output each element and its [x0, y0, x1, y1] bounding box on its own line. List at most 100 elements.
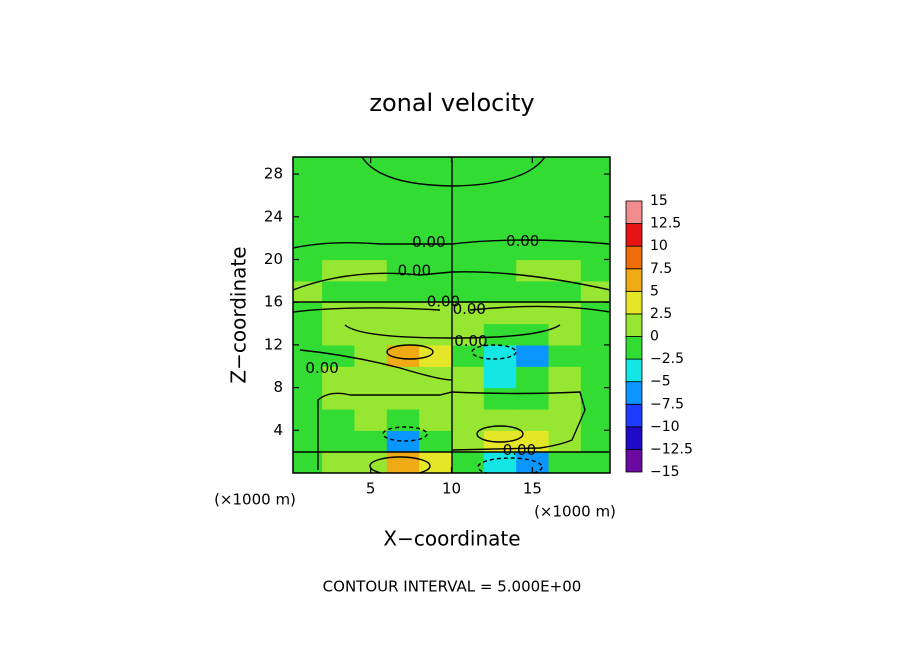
field-cell — [483, 408, 517, 431]
field-cell — [322, 238, 356, 261]
field-cell — [580, 280, 610, 303]
colorbar-label: −7.5 — [650, 396, 684, 412]
colorbar-box — [625, 268, 643, 292]
field-cell — [386, 344, 420, 367]
colorbar-label: −15 — [650, 464, 680, 480]
field-cell — [322, 174, 356, 197]
contour-label: 0.00 — [305, 359, 338, 377]
field-cell — [419, 216, 453, 239]
colorbar-box — [625, 223, 643, 247]
field-cell — [580, 157, 610, 175]
field-cell — [483, 387, 517, 410]
x-axis-title: X−coordinate — [383, 527, 520, 551]
field-cell — [516, 430, 550, 453]
contour-label: 0.00 — [398, 262, 431, 280]
field-cell — [516, 157, 550, 175]
x-unit-label: (×1000 m) — [214, 491, 296, 509]
field-cell — [451, 430, 485, 453]
y-tick-label: 12 — [264, 335, 283, 353]
field-cell — [516, 195, 550, 218]
contour-lines — [293, 157, 610, 473]
field-cell — [516, 387, 550, 410]
field-cell — [451, 408, 485, 431]
field-cell — [419, 157, 453, 175]
field-cell — [451, 344, 485, 367]
field-cell — [580, 408, 610, 431]
field-cell — [293, 408, 323, 431]
field-cell — [516, 408, 550, 431]
field-cell — [293, 302, 323, 325]
field-cell — [322, 387, 356, 410]
field-cell — [580, 259, 610, 282]
contour-labels: 0.00 0.000.000.000.000.000.000.00 — [305, 232, 539, 459]
field-cell — [483, 366, 517, 389]
field-cell — [354, 238, 388, 261]
colorbar-label: 5 — [650, 283, 659, 299]
field-cell — [483, 280, 517, 303]
y-tick-label: 16 — [264, 293, 283, 311]
colorbar-box — [625, 200, 643, 224]
field-cell — [419, 280, 453, 303]
field-cell — [419, 408, 453, 431]
field-cell — [548, 216, 582, 239]
field-cell — [580, 387, 610, 410]
colorbar-label: −5 — [650, 374, 671, 390]
x-unit-label: (×1000 m) — [534, 503, 616, 521]
field-cell — [483, 344, 517, 367]
field-cell — [386, 157, 420, 175]
field-cell — [451, 216, 485, 239]
field-cell — [548, 238, 582, 261]
field-cell — [419, 430, 453, 453]
field-cell — [293, 259, 323, 282]
field-cell — [580, 430, 610, 453]
field-cell — [322, 280, 356, 303]
chart-title: zonal velocity — [369, 89, 534, 117]
field-cell — [580, 451, 610, 473]
field-cell — [322, 451, 356, 473]
colorbar-label: 2.5 — [650, 306, 672, 322]
field-cell — [354, 216, 388, 239]
field-cell — [322, 195, 356, 218]
field-cell — [548, 280, 582, 303]
contour-label: 0.00 — [503, 441, 536, 459]
field-cell — [386, 451, 420, 473]
field-cell — [580, 195, 610, 218]
field-cell — [483, 216, 517, 239]
field-cell — [354, 344, 388, 367]
field-cell — [580, 302, 610, 325]
field-cell — [451, 387, 485, 410]
y-tick-label: 20 — [264, 250, 283, 268]
axes: 5 10 15 4 8 12 16 20 24 28 — [264, 157, 610, 498]
field-cell — [483, 259, 517, 282]
field-cell — [322, 430, 356, 453]
contour-label: 0.00 — [412, 233, 445, 251]
colorbar-box — [625, 358, 643, 383]
field-cell — [483, 302, 517, 325]
field-cell — [483, 174, 517, 197]
colorbar-box — [625, 336, 643, 360]
field-cell — [548, 408, 582, 431]
field-cell — [386, 259, 420, 282]
field-cell — [516, 302, 550, 325]
field-cell — [293, 323, 323, 346]
field-cell — [580, 216, 610, 239]
field-cell — [516, 451, 550, 473]
field-cell — [483, 195, 517, 218]
colorbar-label: 10 — [650, 238, 668, 254]
field-cell — [293, 387, 323, 410]
field-cell — [451, 280, 485, 303]
field-cell — [354, 195, 388, 218]
field-cell — [354, 174, 388, 197]
field-cell — [293, 451, 323, 473]
field-cell — [386, 302, 420, 325]
field-cell — [386, 430, 420, 453]
field-cell — [322, 157, 356, 175]
field-cell — [293, 195, 323, 218]
field-cell — [451, 451, 485, 473]
field-cell — [386, 195, 420, 218]
colorbar-label: −2.5 — [650, 351, 684, 367]
x-tick-label: 15 — [523, 480, 542, 498]
field-cell — [322, 259, 356, 282]
y-tick-label: 8 — [273, 378, 283, 396]
